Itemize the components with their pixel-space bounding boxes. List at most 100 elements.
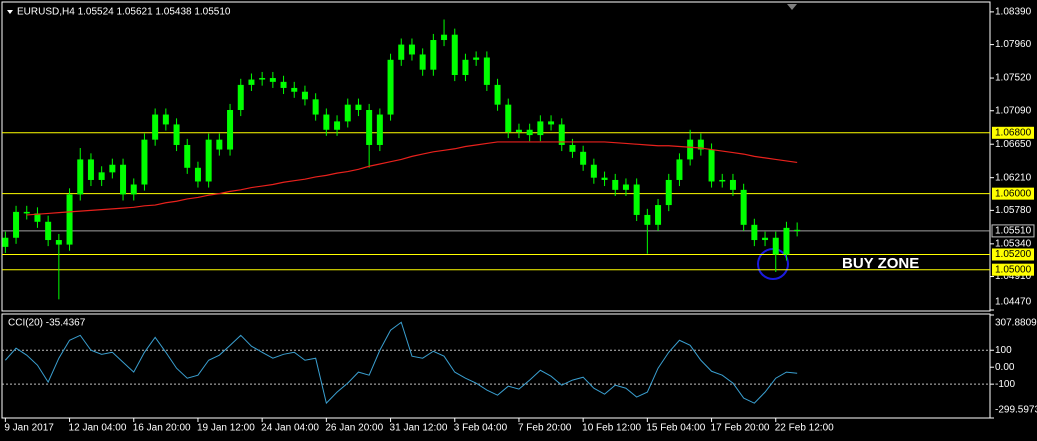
- chart-title: EURUSD,H4 1.05524 1.05621 1.05438 1.0551…: [17, 7, 231, 18]
- candle-body: [323, 114, 330, 130]
- level-label-box: [992, 263, 1034, 276]
- candle-body: [537, 121, 544, 136]
- x-tick-label: 15 Feb 04:00: [646, 423, 705, 434]
- menu-arrow[interactable]: [7, 10, 13, 14]
- candle-body: [548, 121, 555, 125]
- x-tick-label: 31 Jan 12:00: [390, 423, 448, 434]
- candle-body: [644, 214, 651, 225]
- candle-body: [77, 159, 84, 195]
- moving-average: [26, 141, 798, 216]
- level-label: 1.05200: [995, 249, 1032, 260]
- y-tick-label: 1.07520: [995, 73, 1032, 84]
- indicator-line: [4, 321, 798, 405]
- candle-body: [387, 59, 394, 115]
- x-tick-label: 17 Feb 20:00: [711, 423, 770, 434]
- candle-body: [505, 104, 512, 133]
- y-tick-label: 1.07090: [995, 105, 1032, 116]
- candle-body: [194, 167, 201, 182]
- candle-body: [344, 104, 351, 122]
- x-tick-label: 7 Feb 20:00: [518, 423, 572, 434]
- indicator-title: CCI(20) -35.4367: [8, 318, 86, 329]
- shift-marker: [787, 4, 797, 10]
- candle-body: [473, 57, 480, 60]
- price-label: 1.05510: [995, 226, 1032, 237]
- candle-body: [569, 144, 576, 152]
- candle-body: [13, 211, 20, 238]
- candle-body: [408, 44, 415, 55]
- level-label-box: [992, 126, 1034, 139]
- x-tick-label: 10 Feb 12:00: [582, 423, 641, 434]
- candle-body: [184, 144, 191, 168]
- candle-body: [162, 114, 169, 125]
- candle-body: [494, 84, 501, 105]
- candle-body: [291, 87, 298, 92]
- candle-body: [216, 139, 223, 150]
- candle-body: [334, 121, 341, 130]
- x-tick-label: 24 Jan 04:00: [261, 423, 319, 434]
- candle-body: [237, 84, 244, 110]
- candle-body: [376, 114, 383, 145]
- x-tick-label: 19 Jan 12:00: [197, 423, 255, 434]
- candle-body: [580, 151, 587, 165]
- candle-body: [55, 240, 62, 245]
- level-label: 1.06800: [995, 127, 1032, 138]
- candle-body: [120, 164, 127, 195]
- candle-body: [451, 34, 458, 76]
- x-tick-label: 9 Jan 2017: [4, 423, 54, 434]
- candle-body: [708, 149, 715, 182]
- candle-body: [205, 139, 212, 182]
- candle-body: [227, 109, 234, 150]
- candle-body: [66, 194, 73, 245]
- x-tick-label: 3 Feb 04:00: [454, 423, 508, 434]
- candle-body: [87, 159, 94, 180]
- y-tick-label: 1.05780: [995, 205, 1032, 216]
- candle-body: [526, 129, 533, 136]
- candle-body: [558, 124, 565, 145]
- candle-body: [665, 179, 672, 206]
- y-tick-label: 1.04910: [995, 271, 1032, 282]
- x-tick-label: 12 Jan 04:00: [69, 423, 127, 434]
- candle-body: [301, 91, 308, 100]
- candle-body: [173, 124, 180, 145]
- candle-body: [751, 224, 758, 241]
- y-tick-label: 1.08390: [995, 7, 1032, 18]
- y-tick-label: 1.07960: [995, 39, 1032, 50]
- candle-body: [419, 54, 426, 70]
- candle-body: [248, 79, 255, 85]
- candle-body: [719, 179, 726, 182]
- candle-body: [601, 177, 608, 180]
- candle-body: [366, 109, 373, 145]
- candle-body: [259, 78, 266, 80]
- y-tick-label: 100: [995, 345, 1012, 356]
- candle-body: [280, 81, 287, 88]
- candle-body: [729, 179, 736, 190]
- candle-body: [633, 184, 640, 215]
- y-tick-label: 1.04470: [995, 297, 1032, 308]
- level-label: 1.06000: [995, 188, 1032, 199]
- candle-body: [98, 172, 105, 180]
- level-label-box: [992, 248, 1034, 261]
- candle-body: [515, 129, 522, 133]
- candle-body: [45, 221, 52, 241]
- candle-body: [590, 164, 597, 178]
- candle-body: [441, 34, 448, 41]
- candle-body: [687, 139, 694, 160]
- candle-body: [794, 229, 801, 231]
- candle-body: [622, 184, 629, 190]
- candle-body: [462, 59, 469, 76]
- y-tick-label: 1.06650: [995, 139, 1032, 150]
- candle-body: [762, 237, 769, 241]
- y-tick-label: 1.05340: [995, 238, 1032, 249]
- candle-body: [676, 159, 683, 180]
- level-label-box: [992, 187, 1034, 200]
- candle-body: [772, 237, 779, 255]
- candle-body: [430, 40, 437, 70]
- candle-body: [312, 99, 319, 115]
- y-tick-label: 307.8809: [995, 318, 1037, 329]
- level-label: 1.05000: [995, 264, 1032, 275]
- candle-body: [2, 237, 9, 247]
- x-tick-label: 26 Jan 20:00: [325, 423, 383, 434]
- candle-body: [23, 211, 30, 214]
- candle-body: [141, 139, 148, 185]
